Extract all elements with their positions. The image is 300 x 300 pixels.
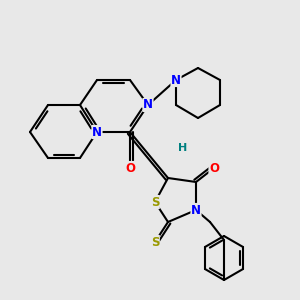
Text: H: H [178, 143, 188, 153]
Text: N: N [92, 125, 102, 139]
Text: N: N [171, 74, 181, 86]
Text: O: O [209, 161, 219, 175]
Text: N: N [191, 203, 201, 217]
Text: S: S [151, 196, 159, 208]
Text: O: O [125, 161, 135, 175]
Text: N: N [143, 98, 153, 112]
Text: S: S [151, 236, 159, 248]
